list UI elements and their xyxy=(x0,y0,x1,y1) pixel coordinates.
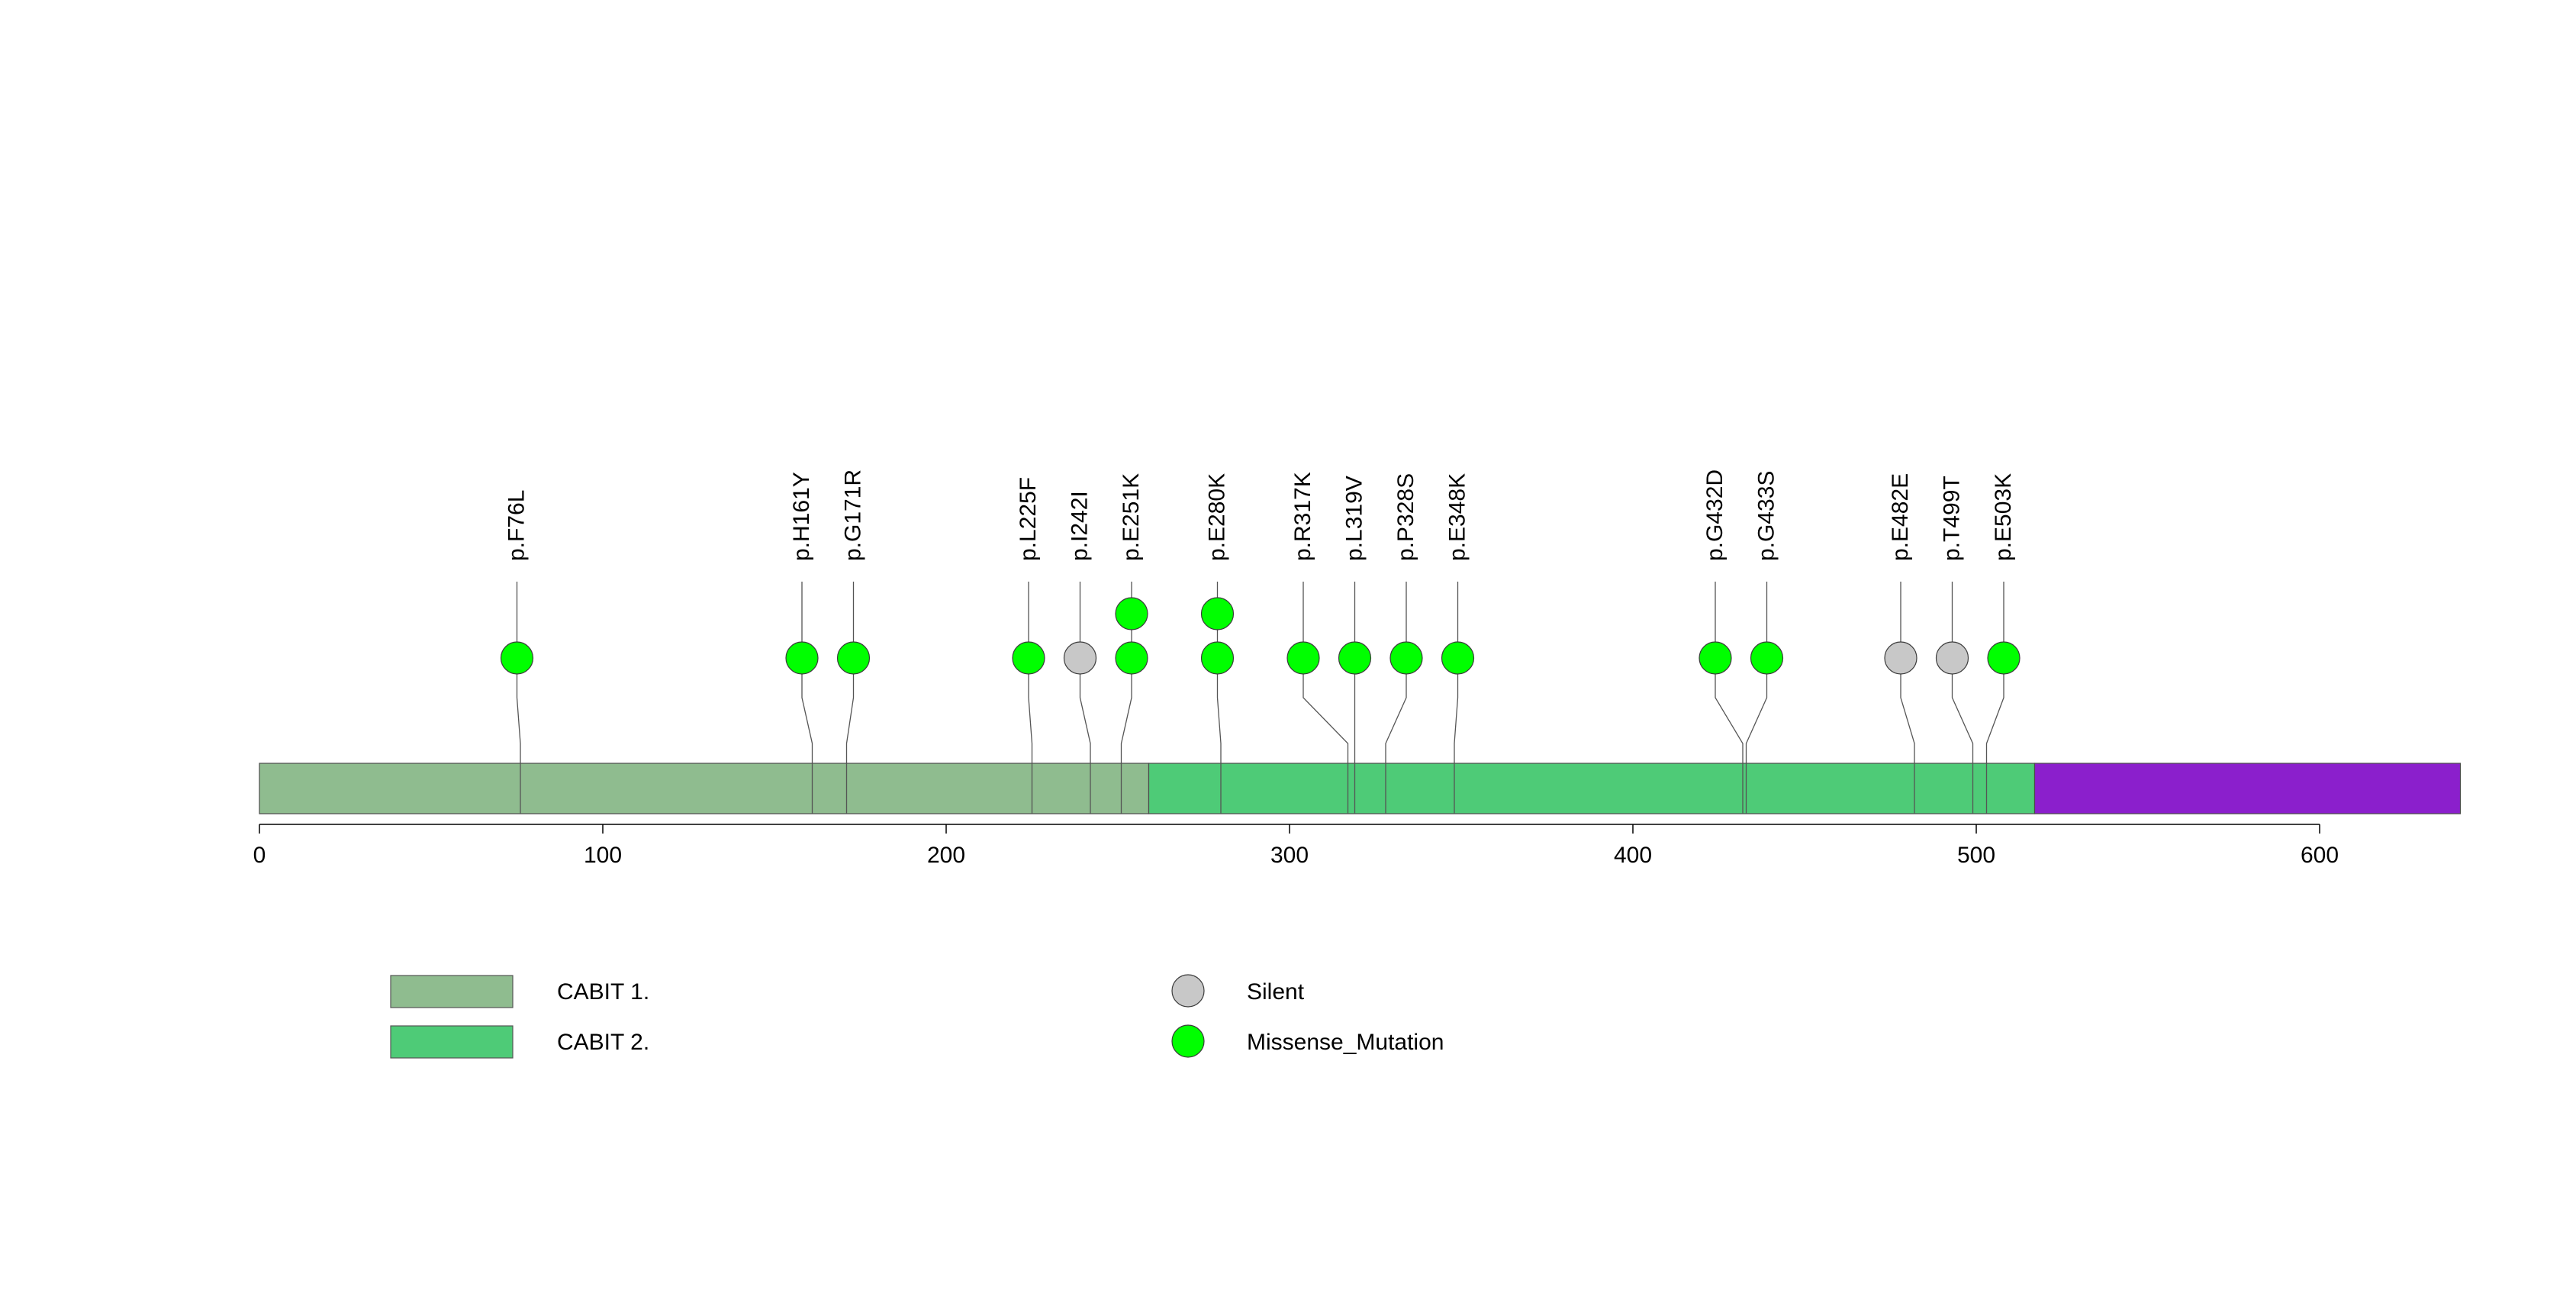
mutation-dot-p.E348K xyxy=(1441,641,1475,675)
mutation-dot-p.F76L xyxy=(500,641,534,675)
mutation-dot-p.E482E xyxy=(1884,641,1918,675)
mutation-label-p.I242I: p.I242I xyxy=(1067,491,1093,561)
x-axis: 0 100 200 300 400 500 600 xyxy=(253,824,2339,868)
x-tick-label-300: 300 xyxy=(1270,843,1309,868)
mutation-dot-p.E503K xyxy=(1987,641,2021,675)
domain-2 xyxy=(1148,763,2036,814)
mutation-label-p.R317K: p.R317K xyxy=(1290,472,1315,561)
mutation-dot-p.R317K xyxy=(1286,641,1320,675)
mutation-dot-p.L319V xyxy=(1338,641,1372,675)
mutation-lollipops xyxy=(500,597,2021,675)
legend-mutation-marker-1 xyxy=(1171,974,1205,1008)
domain-3 xyxy=(2033,763,2462,814)
legend-mutation-label-1: Silent xyxy=(1247,979,1305,1005)
mutation-label-p.E251K: p.E251K xyxy=(1119,473,1144,561)
mutation-dot-p.I242I xyxy=(1063,641,1097,675)
x-tick-label-100: 100 xyxy=(584,843,622,868)
mutation-label-p.E482E: p.E482E xyxy=(1888,473,1913,561)
mutation-label-p.F76L: p.F76L xyxy=(504,490,530,561)
x-tick-label-600: 600 xyxy=(2301,843,2339,868)
mutation-label-p.G433S: p.G433S xyxy=(1754,471,1779,561)
mutation-label-p.E280K: p.E280K xyxy=(1205,473,1230,561)
legend-domain-label-2: CABIT 2. xyxy=(557,1030,649,1055)
mutation-dot-p.E251K xyxy=(1115,641,1148,675)
mutation-label-p.L225F: p.L225F xyxy=(1016,477,1041,561)
mutation-label-p.H161Y: p.H161Y xyxy=(789,472,814,561)
mutation-label-p.T499T: p.T499T xyxy=(1940,476,1965,561)
x-tick-label-0: 0 xyxy=(253,843,266,868)
legend-mutation-label-2: Missense_Mutation xyxy=(1247,1030,1444,1055)
mutation-label-p.G432D: p.G432D xyxy=(1702,469,1728,561)
mutation-label-p.E503K: p.E503K xyxy=(1991,473,2016,561)
legend-domain-swatch-1 xyxy=(390,975,514,1008)
mutation-label-p.E348K: p.E348K xyxy=(1445,473,1470,561)
mutation-dot-p.E251K xyxy=(1115,597,1148,630)
mutation-dot-p.E280K xyxy=(1200,597,1235,630)
mutation-labels: p.F76L p.H161Y p.G171R p.L225F p.I242I p.E251… xyxy=(504,469,2017,561)
x-tick-label-500: 500 xyxy=(1957,843,1995,868)
protein-domains xyxy=(259,763,2462,814)
x-tick-label-200: 200 xyxy=(927,843,965,868)
mutation-dot-p.G433S xyxy=(1750,641,1784,675)
legend-mutation-marker-2 xyxy=(1171,1024,1205,1058)
mutation-label-p.P328S: p.P328S xyxy=(1393,473,1418,561)
x-tick-label-400: 400 xyxy=(1614,843,1652,868)
mutation-position-lines xyxy=(520,763,1988,814)
legend-domain-label-1: CABIT 1. xyxy=(557,979,649,1005)
mutation-dot-p.H161Y xyxy=(785,641,819,675)
mutation-dot-p.G171R xyxy=(836,641,871,675)
mutation-dot-p.G432D xyxy=(1699,641,1732,675)
domain-1 xyxy=(259,763,1150,814)
legend: CABIT 1. CABIT 2. Silent Missense_Mutation xyxy=(390,974,1444,1059)
legend-domain-swatch-2 xyxy=(390,1025,514,1059)
mutation-dot-p.L225F xyxy=(1012,641,1045,675)
mutation-dot-p.P328S xyxy=(1389,641,1423,675)
mutation-dot-p.E280K xyxy=(1200,641,1235,675)
mutation-label-p.G171R: p.G171R xyxy=(841,469,866,561)
mutation-dot-p.T499T xyxy=(1935,641,1969,675)
mutation-label-p.L319V: p.L319V xyxy=(1342,476,1367,561)
